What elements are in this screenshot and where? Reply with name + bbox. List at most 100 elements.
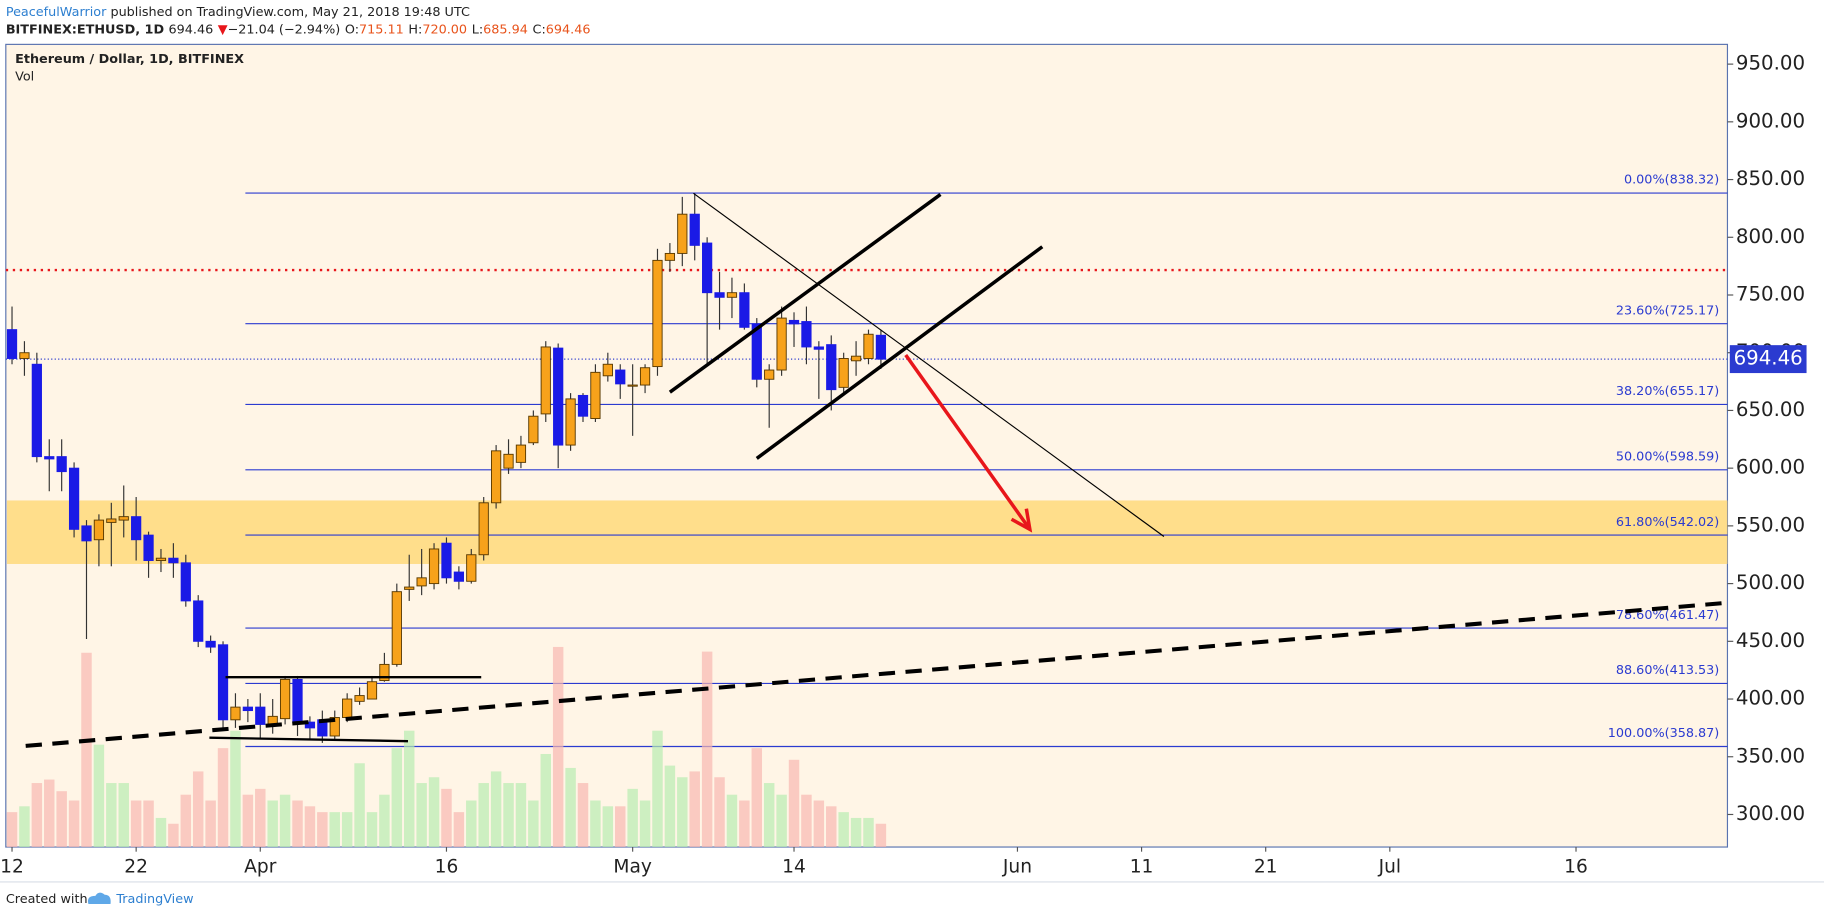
volume-bar bbox=[341, 812, 353, 848]
candle-body bbox=[6, 329, 18, 359]
candle-body bbox=[503, 453, 514, 469]
volume-bar bbox=[615, 806, 626, 848]
x-tick-label: May bbox=[613, 856, 651, 877]
candle-body bbox=[764, 369, 775, 380]
candle-body bbox=[205, 640, 216, 648]
volume-bar bbox=[639, 800, 651, 848]
candle-body bbox=[739, 292, 750, 328]
candle-body bbox=[366, 681, 378, 700]
trend-line bbox=[668, 193, 942, 394]
candle-body bbox=[515, 444, 527, 463]
x-tick-label: Apr bbox=[244, 856, 277, 877]
volume-bar bbox=[217, 748, 229, 848]
candle-body bbox=[155, 557, 167, 561]
x-tick-label: Jun bbox=[1002, 856, 1032, 877]
ohlc-value: 685.94 bbox=[483, 22, 528, 37]
candle-body bbox=[255, 706, 266, 725]
fib-label: 50.00%(598.59) bbox=[1616, 449, 1719, 464]
footer-brand[interactable]: TradingView bbox=[115, 892, 193, 907]
volume-bar bbox=[168, 823, 179, 848]
candle-body bbox=[801, 321, 812, 348]
volume-bar bbox=[255, 788, 266, 848]
volume-bar bbox=[354, 763, 365, 848]
volume-bar bbox=[19, 806, 30, 848]
volume-bar bbox=[652, 730, 663, 848]
volume-bar bbox=[379, 794, 390, 848]
arrow: ▼ bbox=[218, 22, 228, 37]
volume-bar bbox=[31, 783, 43, 848]
footer-created: Created with bbox=[6, 892, 88, 907]
y-tick-label: 550.00 bbox=[1736, 513, 1805, 536]
volume-bar bbox=[726, 794, 738, 848]
published: published on TradingView.com, May 21, 20… bbox=[110, 4, 470, 19]
symbol-line: BITFINEX:ETHUSD, 1D 694.46 ▼−21.04 (−2.9… bbox=[6, 22, 591, 37]
volume-bar bbox=[552, 646, 564, 848]
volume-bar bbox=[155, 817, 167, 848]
volume-bar bbox=[850, 817, 862, 848]
candle-body bbox=[490, 450, 502, 504]
candle-body bbox=[652, 259, 663, 368]
ohlc-key: H: bbox=[408, 22, 422, 37]
volume-bar bbox=[56, 791, 67, 848]
ohlc-key: O: bbox=[345, 22, 359, 37]
ohlc-value: 694.46 bbox=[546, 22, 591, 37]
volume-bar bbox=[528, 800, 539, 848]
volume-bar bbox=[838, 812, 849, 848]
candle-body bbox=[441, 542, 452, 579]
candle-body bbox=[428, 548, 440, 585]
volume-label: Vol bbox=[15, 69, 34, 84]
trend-line bbox=[693, 192, 1165, 537]
volume-bar bbox=[391, 748, 403, 848]
volume-bar bbox=[739, 800, 750, 848]
volume-bar bbox=[801, 794, 812, 848]
candle-body bbox=[180, 562, 191, 602]
volume-bar bbox=[826, 806, 837, 848]
candle-body bbox=[329, 717, 340, 737]
volume-bar bbox=[143, 800, 154, 848]
candle-body bbox=[577, 394, 589, 417]
candle-body bbox=[813, 346, 824, 350]
volume-bar bbox=[403, 730, 415, 848]
candle-body bbox=[304, 721, 316, 729]
candle-body bbox=[875, 334, 887, 360]
trend-line bbox=[755, 245, 1044, 460]
y-tick-label: 950.00 bbox=[1736, 52, 1805, 75]
ohlc-key: C: bbox=[533, 22, 546, 37]
volume-bar bbox=[93, 744, 105, 848]
volume-bar bbox=[81, 652, 92, 848]
fib-label: 23.60%(725.17) bbox=[1616, 303, 1719, 318]
candle-body bbox=[826, 344, 837, 391]
candle-body bbox=[788, 319, 800, 325]
volume-bar bbox=[279, 794, 291, 848]
volume-bar bbox=[763, 783, 775, 848]
candle-body bbox=[863, 333, 874, 359]
candle-body bbox=[354, 695, 365, 702]
candle-body bbox=[379, 663, 390, 682]
volume-bar bbox=[813, 800, 825, 848]
volume-bar bbox=[701, 651, 713, 848]
candle-body bbox=[689, 213, 700, 246]
candle-body bbox=[143, 534, 154, 561]
y-tick-label: 900.00 bbox=[1736, 109, 1805, 132]
volume-bar bbox=[130, 800, 142, 848]
arrow-head bbox=[1010, 508, 1033, 533]
y-tick-label: 500.00 bbox=[1736, 571, 1805, 594]
volume-bar bbox=[689, 771, 700, 848]
y-tick-label: 650.00 bbox=[1736, 398, 1805, 421]
volume-bar bbox=[788, 759, 800, 848]
y-tick-label: 750.00 bbox=[1736, 282, 1805, 305]
volume-bar bbox=[242, 794, 254, 848]
x-tick-label: 16 bbox=[1564, 856, 1588, 877]
volume-bar bbox=[627, 788, 638, 848]
trend-line bbox=[209, 736, 409, 743]
candle-body bbox=[590, 371, 601, 419]
candle-body bbox=[106, 518, 117, 523]
candle-body bbox=[776, 317, 787, 371]
candle-body bbox=[639, 367, 651, 386]
volume-bar bbox=[68, 800, 80, 848]
candle-body bbox=[93, 519, 105, 541]
candle-body bbox=[81, 525, 92, 542]
fib-label: 78.60%(461.47) bbox=[1616, 608, 1719, 623]
volume-bar bbox=[416, 783, 427, 848]
author[interactable]: PeacefulWarrior bbox=[6, 4, 107, 19]
